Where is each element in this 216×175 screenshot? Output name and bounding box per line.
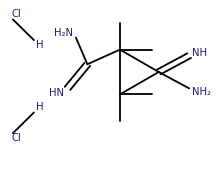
- Text: H: H: [36, 102, 43, 112]
- Text: Cl: Cl: [12, 9, 22, 19]
- Text: Cl: Cl: [12, 133, 22, 143]
- Text: H₂N: H₂N: [54, 28, 73, 38]
- Text: NH₂: NH₂: [192, 87, 211, 97]
- Text: NH: NH: [192, 48, 207, 58]
- Text: H: H: [36, 40, 43, 50]
- Text: HN: HN: [49, 88, 64, 98]
